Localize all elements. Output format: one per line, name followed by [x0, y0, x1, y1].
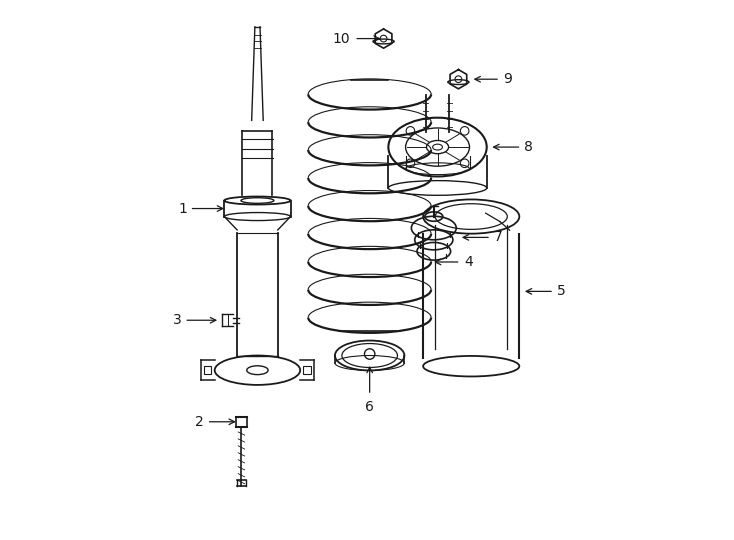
Text: 2: 2 [195, 415, 204, 429]
Text: 1: 1 [178, 201, 187, 215]
Text: 9: 9 [503, 72, 512, 86]
Bar [303, 366, 311, 374]
Text: 5: 5 [556, 285, 565, 299]
Text: 7: 7 [494, 231, 502, 245]
Bar [204, 366, 211, 374]
Text: 10: 10 [333, 31, 350, 45]
Text: 4: 4 [465, 255, 473, 269]
Text: 6: 6 [366, 400, 374, 414]
Text: 8: 8 [524, 140, 533, 154]
Text: 3: 3 [172, 313, 181, 327]
